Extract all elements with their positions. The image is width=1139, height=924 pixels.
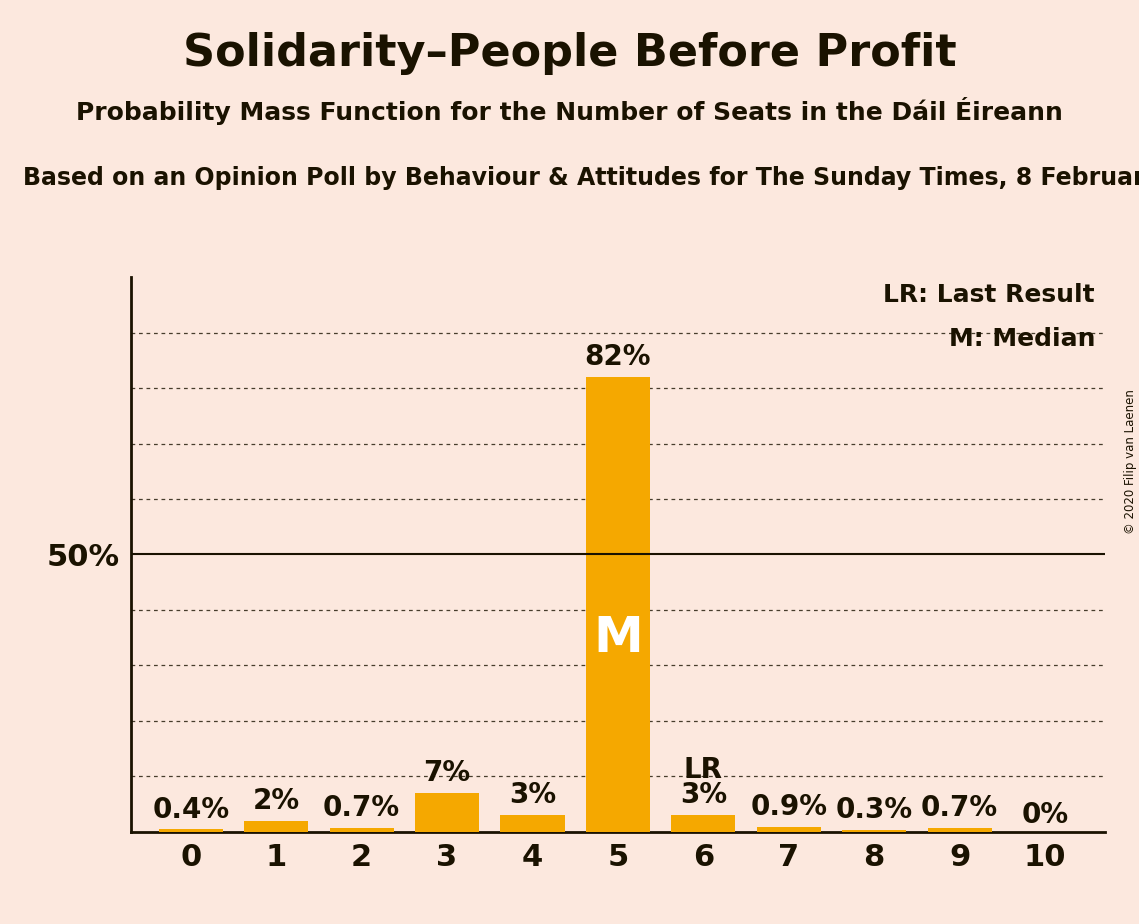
Text: 0.7%: 0.7% bbox=[921, 794, 998, 822]
Text: 0%: 0% bbox=[1022, 801, 1068, 829]
Text: 0.4%: 0.4% bbox=[153, 796, 229, 824]
Text: 3%: 3% bbox=[680, 782, 727, 809]
Text: LR: LR bbox=[683, 757, 723, 784]
Bar bbox=[500, 815, 565, 832]
Bar bbox=[585, 377, 650, 832]
Text: LR: Last Result: LR: Last Result bbox=[884, 283, 1095, 307]
Text: © 2020 Filip van Laenen: © 2020 Filip van Laenen bbox=[1124, 390, 1137, 534]
Text: 7%: 7% bbox=[424, 760, 470, 787]
Text: 0.9%: 0.9% bbox=[751, 793, 827, 821]
Bar bbox=[244, 821, 309, 832]
Bar bbox=[671, 815, 736, 832]
Bar bbox=[756, 827, 821, 832]
Bar bbox=[415, 793, 480, 832]
Text: Based on an Opinion Poll by Behaviour & Attitudes for The Sunday Times, 8 Februa: Based on an Opinion Poll by Behaviour & … bbox=[23, 166, 1139, 190]
Text: 82%: 82% bbox=[584, 344, 652, 371]
Bar bbox=[842, 830, 907, 832]
Bar bbox=[927, 828, 992, 832]
Bar bbox=[158, 830, 223, 832]
Text: M: Median: M: Median bbox=[949, 327, 1095, 351]
Text: Solidarity–People Before Profit: Solidarity–People Before Profit bbox=[182, 32, 957, 76]
Text: 3%: 3% bbox=[509, 782, 556, 809]
Text: 0.3%: 0.3% bbox=[836, 796, 912, 824]
Text: 0.7%: 0.7% bbox=[323, 794, 400, 822]
Text: 2%: 2% bbox=[253, 787, 300, 815]
Text: M: M bbox=[593, 614, 642, 662]
Bar bbox=[329, 828, 394, 832]
Text: Probability Mass Function for the Number of Seats in the Dáil Éireann: Probability Mass Function for the Number… bbox=[76, 97, 1063, 125]
